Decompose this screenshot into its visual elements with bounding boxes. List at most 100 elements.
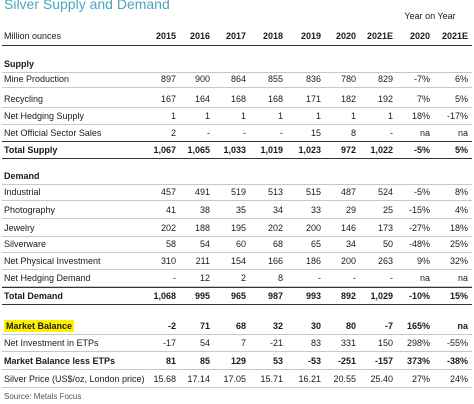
cell: 4% (454, 205, 468, 215)
cell: -15% (408, 205, 430, 215)
source: Source: Metals Focus (4, 392, 82, 401)
cell: 298% (406, 338, 430, 348)
column-header: 2017 (225, 31, 246, 41)
cell: na (419, 273, 430, 283)
cell: 85 (199, 356, 210, 366)
cell: 25 (382, 205, 393, 215)
cell: 171 (305, 94, 321, 104)
cell: 836 (305, 74, 321, 84)
cell: 1,033 (223, 145, 246, 155)
cell: 202 (267, 223, 283, 233)
column-header: 2015 (155, 31, 176, 41)
cell: 17.14 (187, 374, 210, 384)
cell: 150 (377, 338, 393, 348)
cell: 1,023 (298, 145, 321, 155)
cell: 331 (340, 338, 356, 348)
total-rule (2, 287, 472, 288)
cell: 2 (170, 128, 176, 138)
cell: 965 (230, 291, 246, 301)
cell: -7% (413, 74, 430, 84)
cell: 71 (199, 321, 210, 331)
cell: 15.71 (260, 374, 283, 384)
cell: 987 (267, 291, 283, 301)
cell: -5% (413, 187, 430, 197)
cell: 34 (345, 239, 356, 249)
cell: 202 (160, 223, 176, 233)
cell: 25.40 (370, 374, 393, 384)
cell: 168 (230, 94, 246, 104)
row-label: Jewelry (4, 223, 35, 233)
row-rule (2, 87, 472, 88)
row-label: Market Balance (4, 320, 75, 332)
column-header: Million ounces (4, 31, 62, 41)
cell: 32 (272, 321, 283, 331)
row-label: Photography (4, 205, 56, 215)
cell: 165% (406, 321, 430, 331)
cell: 166 (267, 256, 283, 266)
row-rule (2, 269, 472, 270)
row-rule (2, 236, 472, 237)
cell: 27% (411, 374, 430, 384)
cell: 892 (340, 291, 356, 301)
cell: na (457, 273, 468, 283)
cell: - (390, 273, 393, 283)
cell: -7 (384, 321, 393, 331)
row-rule (2, 200, 472, 201)
cell: 129 (230, 356, 246, 366)
cell: 16.21 (298, 374, 321, 384)
cell: - (318, 273, 321, 283)
cell: 1,022 (370, 145, 393, 155)
cell: na (419, 128, 430, 138)
cell: 1,029 (370, 291, 393, 301)
cell: 972 (340, 145, 356, 155)
row-label: Silver Price (US$/oz, London price) (4, 374, 145, 384)
cell: -55% (446, 338, 468, 348)
cell: 524 (377, 187, 393, 197)
cell: 192 (377, 94, 393, 104)
cell: 24% (449, 374, 468, 384)
cell: 200 (340, 256, 356, 266)
cell: 25% (449, 239, 468, 249)
cell: 8 (277, 273, 283, 283)
cell: -48% (408, 239, 430, 249)
column-header: 2020 (409, 31, 430, 41)
cell: 68 (235, 321, 246, 331)
cell: 993 (305, 291, 321, 301)
cell: 50 (382, 239, 393, 249)
row-rule (2, 369, 472, 370)
cell: 829 (377, 74, 393, 84)
cell: 263 (377, 256, 393, 266)
row-rule (2, 334, 472, 335)
cell: 1,065 (187, 145, 210, 155)
total-rule (2, 158, 472, 159)
cell: 1 (204, 111, 210, 121)
row-label: Net Physical Investment (4, 256, 101, 266)
row-label: Net Investment in ETPs (4, 338, 99, 348)
header-rule (2, 45, 472, 46)
row-label: Net Official Sector Sales (4, 128, 102, 138)
group-label: Year on Year (404, 11, 456, 21)
cell: 164 (194, 94, 210, 104)
cell: 173 (377, 223, 393, 233)
cell: 1,067 (153, 145, 176, 155)
cell: 18% (449, 223, 468, 233)
cell: -5% (413, 145, 430, 155)
cell: 18% (411, 111, 430, 121)
row-label: Net Hedging Supply (4, 111, 85, 121)
cell: 1,019 (260, 145, 283, 155)
cell: 12 (199, 273, 210, 283)
cell: - (173, 273, 176, 283)
cell: 1 (315, 111, 321, 121)
cell: 167 (160, 94, 176, 104)
column-header: 2021E (366, 31, 393, 41)
cell: na (457, 321, 468, 331)
cell: - (280, 128, 283, 138)
cell: 54 (199, 239, 210, 249)
cell: 5% (454, 145, 468, 155)
column-header: 2021E (441, 31, 468, 41)
row-label: Supply (4, 59, 35, 69)
cell: 900 (194, 74, 210, 84)
cell: -157 (374, 356, 393, 366)
cell: -17% (446, 111, 468, 121)
